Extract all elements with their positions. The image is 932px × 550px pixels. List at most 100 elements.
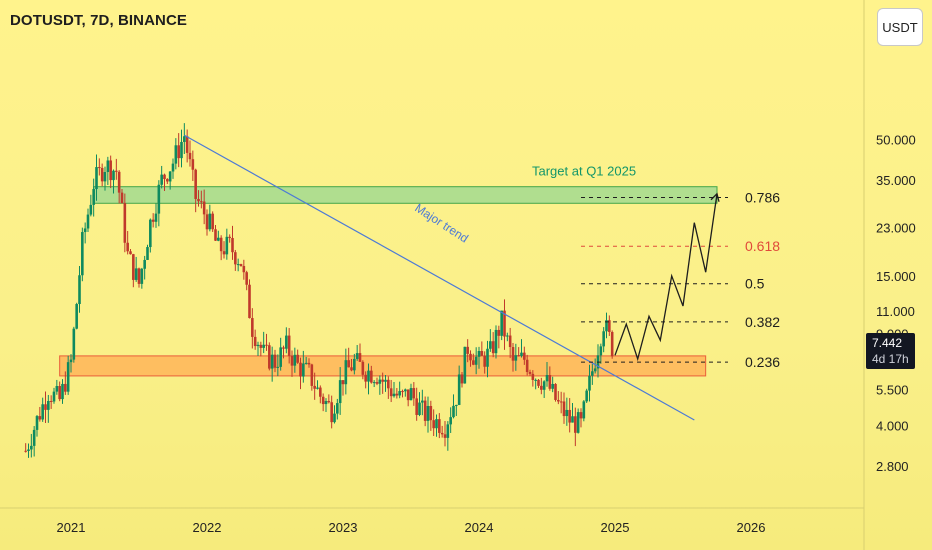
candle-body [367, 370, 370, 382]
y-tick-label: 2.800 [876, 459, 909, 474]
candle-body [44, 404, 47, 410]
candle-body [608, 320, 611, 332]
candle-body [72, 328, 76, 360]
candle-body [109, 160, 112, 181]
candle-body [89, 204, 93, 215]
candle-body [503, 310, 506, 337]
x-tick-label: 2021 [57, 520, 86, 535]
candle-body [276, 366, 280, 368]
candle-body [599, 346, 603, 356]
candle-body [545, 374, 549, 382]
candle-body [225, 236, 229, 255]
candle-body [285, 335, 288, 349]
candle-body [180, 141, 183, 159]
fib-level-label: 0.236 [745, 354, 780, 370]
candle-body [296, 354, 299, 363]
candle-body [92, 189, 95, 205]
candle-body [166, 179, 169, 182]
candle-body [358, 353, 362, 362]
target-annotation: Target at Q1 2025 [532, 163, 636, 178]
candle-body [472, 360, 475, 365]
candle-body [486, 348, 489, 367]
candle-body [69, 359, 73, 363]
bar-countdown: 4d 17h [872, 352, 909, 366]
candle-body [398, 391, 401, 396]
candle-body [426, 405, 430, 421]
candle-body [282, 347, 285, 349]
candle-body [324, 401, 328, 405]
candle-body [466, 346, 469, 354]
candle-body [440, 432, 444, 435]
candle-body [95, 167, 98, 190]
candle-body [78, 275, 81, 305]
candle-body [605, 320, 608, 332]
candle-body [307, 362, 311, 365]
candle-body [412, 388, 416, 399]
candle-body [534, 379, 537, 381]
candle-body [222, 251, 226, 255]
candle-body [146, 247, 149, 260]
projection-path [614, 193, 718, 362]
candle-body [355, 353, 359, 359]
candle-body [38, 416, 42, 420]
candle-body [387, 379, 390, 389]
candle-body [406, 389, 410, 401]
fib-level-label: 0.618 [745, 238, 780, 254]
y-tick-label: 5.500 [876, 382, 909, 397]
candle-body [489, 341, 492, 349]
candle-body [418, 402, 421, 415]
candle-body [446, 424, 450, 438]
candle-body [494, 329, 498, 354]
candle-body [333, 413, 336, 423]
candle-body [83, 228, 87, 233]
candle-body [370, 370, 373, 383]
candle-body [242, 265, 246, 273]
candle-body [236, 264, 240, 266]
candle-body [602, 331, 605, 347]
candle-body [321, 396, 325, 405]
candle-body [452, 405, 455, 418]
candle-body [253, 336, 257, 347]
candle-body [528, 371, 532, 374]
candle-body [491, 341, 495, 354]
candle-body [378, 379, 382, 384]
candle-body [423, 400, 427, 421]
fib-level-label: 0.382 [745, 314, 780, 330]
candle-body [438, 419, 441, 433]
currency-button[interactable]: USDT [877, 8, 923, 46]
candle-body [185, 136, 189, 153]
candle-body [310, 364, 314, 386]
candle-body [123, 203, 127, 243]
candle-body [480, 351, 484, 356]
candle-body [443, 434, 447, 438]
candle-body [163, 174, 166, 180]
candle-body [208, 213, 212, 230]
candle-body [395, 393, 399, 396]
y-tick-label: 11.000 [876, 304, 915, 319]
candle-body [55, 385, 59, 392]
candle-body [58, 385, 61, 400]
candle-body [188, 152, 192, 160]
last-price-value: 7.442 [872, 336, 903, 350]
candle-body [579, 412, 583, 419]
candle-body [64, 383, 67, 392]
candle-body [35, 416, 39, 430]
candle-body [384, 379, 387, 382]
candle-body [32, 429, 36, 446]
candle-body [214, 229, 217, 241]
candle-body [219, 237, 223, 252]
candle-body [336, 403, 339, 414]
candle-body [61, 383, 64, 400]
candle-body [344, 360, 348, 385]
candle-body [75, 304, 78, 329]
x-tick-label: 2023 [329, 520, 358, 535]
y-tick-label: 50.000 [876, 133, 916, 148]
major-trendline [184, 134, 695, 421]
candle-body [372, 382, 376, 384]
candle-body [542, 381, 546, 390]
candle-body [540, 385, 543, 390]
candle-body [149, 219, 152, 248]
candle-body [514, 355, 518, 361]
candle-body [160, 174, 163, 185]
